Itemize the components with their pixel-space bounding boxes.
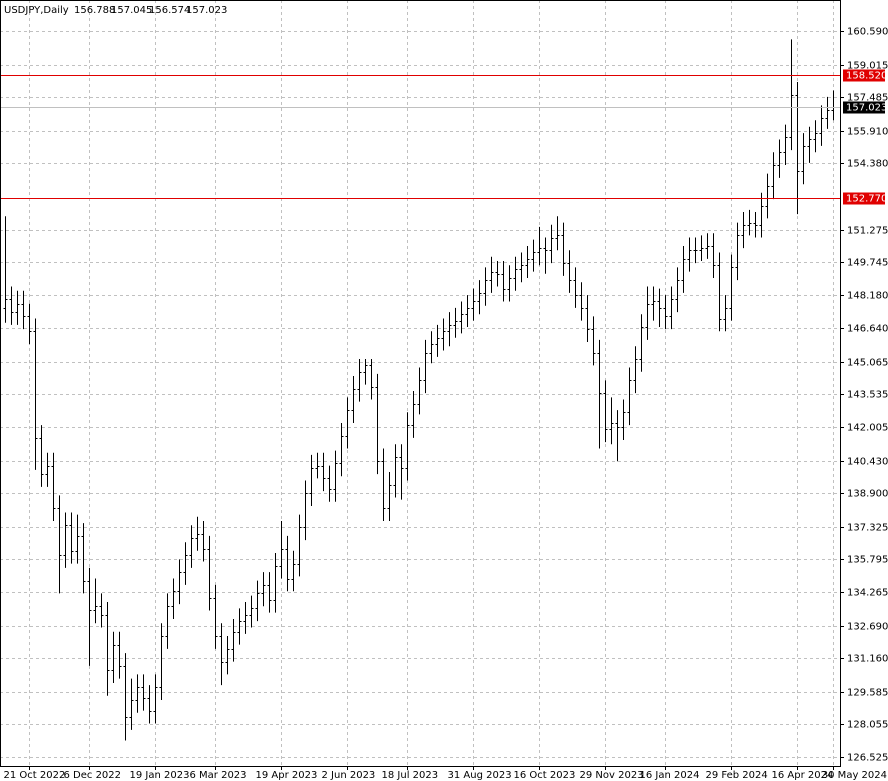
y-tick-label: 128.055: [847, 720, 888, 731]
price-label: 158.520: [846, 71, 887, 82]
y-tick-label: 151.275: [847, 226, 888, 237]
y-tick-label: 143.535: [847, 390, 888, 401]
x-tick-label: 16 Jan 2024: [640, 770, 700, 781]
y-tick-label: 129.585: [847, 688, 888, 699]
x-tick-label: 19 Apr 2023: [256, 770, 318, 781]
bars: [3, 39, 836, 741]
x-tick-label: 21 Oct 2022: [4, 770, 66, 781]
x-tick-label: 6 Dec 2022: [64, 770, 122, 781]
last-close: 157.023: [186, 5, 227, 16]
chart-title: USDJPY,Daily: [4, 5, 69, 16]
y-tick-label: 138.900: [847, 489, 888, 500]
y-tick-label: 157.485: [847, 93, 888, 104]
x-tick-label: 19 Jan 2023: [130, 770, 190, 781]
x-tick-label: 30 May 2024: [822, 770, 887, 781]
x-tick-label: 16 Apr 2024: [772, 770, 834, 781]
y-tick-label: 155.910: [847, 127, 888, 138]
y-tick-label: 146.640: [847, 324, 888, 335]
x-tick-label: 16 Oct 2023: [514, 770, 576, 781]
x-tick-label: 2 Jun 2023: [322, 770, 376, 781]
last-high: 157.045: [111, 5, 152, 16]
price-label-box: [843, 192, 885, 205]
x-tick-label: 18 Jul 2023: [382, 770, 439, 781]
price-label-box: [843, 69, 885, 82]
y-tick-label: 142.005: [847, 423, 888, 434]
y-tick-label: 140.430: [847, 457, 888, 468]
plot-frame: [0, 0, 841, 767]
price-label-box: [843, 101, 885, 114]
last-open: 156.788: [74, 5, 115, 16]
price-label: 157.023: [846, 103, 887, 114]
y-tick-label: 134.265: [847, 588, 888, 599]
x-tick-label: 29 Feb 2024: [706, 770, 768, 781]
y-tick-label: 135.795: [847, 555, 888, 566]
x-tick-label: 29 Nov 2023: [580, 770, 644, 781]
x-tick-label: 31 Aug 2023: [448, 770, 512, 781]
last-low: 156.574: [149, 5, 190, 16]
y-tick-label: 159.015: [847, 61, 888, 72]
x-tick-label: 6 Mar 2023: [190, 770, 247, 781]
y-tick-label: 145.065: [847, 358, 888, 369]
price-lines: [0, 75, 840, 199]
y-tick-label: 137.325: [847, 523, 888, 534]
y-tick-label: 160.590: [847, 27, 888, 38]
price-label: 152.770: [846, 194, 887, 205]
y-tick-label: 126.525: [847, 753, 888, 764]
y-tick-label: 148.180: [847, 291, 888, 302]
y-tick-label: 154.380: [847, 159, 888, 170]
y-tick-label: 132.690: [847, 622, 888, 633]
y-tick-label: 149.745: [847, 258, 888, 269]
y-tick-label: 131.160: [847, 654, 888, 665]
